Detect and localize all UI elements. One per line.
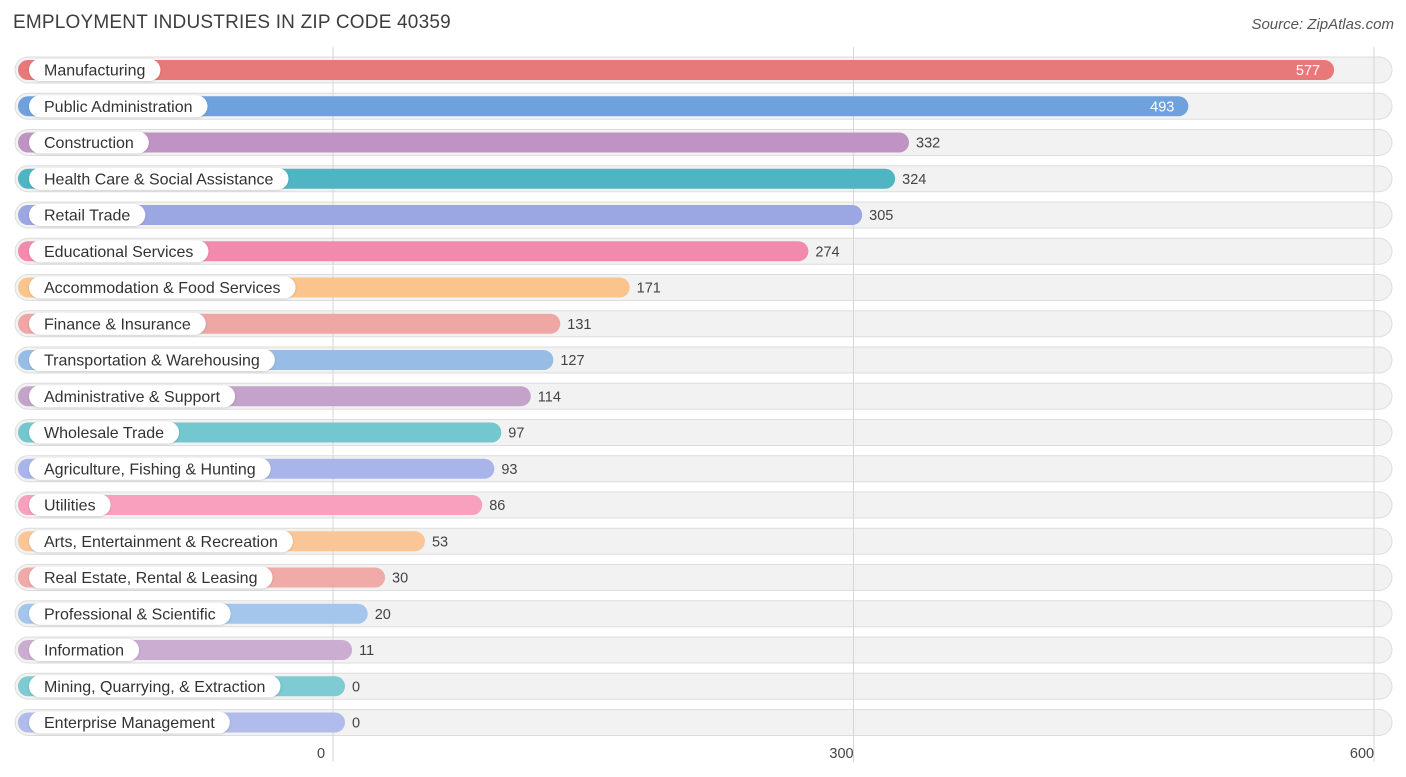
category-label: Agriculture, Fishing & Hunting (44, 461, 256, 478)
bar-track (14, 672, 1393, 700)
category-label: Real Estate, Rental & Leasing (44, 570, 257, 587)
category-label: Educational Services (44, 244, 193, 261)
category-label-bg (29, 457, 271, 480)
category-label-bg (29, 530, 293, 553)
category-label: Finance & Insurance (44, 316, 191, 333)
category-label: Utilities (44, 498, 96, 515)
value-label: 577 (1296, 63, 1320, 79)
bar (18, 241, 809, 262)
category-label-bg (29, 421, 180, 444)
chart-source: Source: ZipAtlas.com (1251, 16, 1394, 33)
category-label: Public Administration (44, 99, 193, 116)
value-label: 274 (815, 244, 839, 260)
category-label: Accommodation & Food Services (44, 280, 281, 297)
value-label: 97 (508, 426, 524, 442)
value-label: 324 (902, 172, 926, 188)
category-label-bg (29, 59, 161, 81)
category-label-bg (29, 385, 236, 408)
category-label: Wholesale Trade (44, 425, 164, 442)
tick-label: 300 (829, 746, 853, 762)
category-label: Administrative & Support (44, 389, 221, 406)
category-label-bg (29, 276, 296, 299)
category-label-bg (29, 240, 209, 263)
category-label-bg (29, 349, 275, 371)
category-label: Mining, Quarrying, & Extraction (44, 679, 265, 696)
chart-title: EMPLOYMENT INDUSTRIES IN ZIP CODE 40359 (13, 12, 451, 33)
value-label: 0 (352, 679, 360, 695)
category-label-bg (29, 566, 273, 589)
value-label: 127 (560, 353, 584, 369)
value-label: 93 (501, 462, 517, 478)
value-label: 53 (432, 534, 448, 550)
category-label: Retail Trade (44, 208, 130, 225)
category-label-bg (29, 204, 146, 226)
category-label: Enterprise Management (44, 715, 215, 732)
tick-label: 600 (1350, 746, 1374, 762)
category-label-bg (29, 131, 149, 154)
category-label: Manufacturing (44, 63, 145, 80)
category-label: Information (44, 643, 124, 660)
bar-track (14, 709, 1393, 736)
category-label-bg (29, 639, 140, 661)
value-label: 332 (916, 136, 940, 152)
bar (18, 132, 910, 153)
value-label: 305 (869, 208, 893, 224)
value-label: 131 (567, 317, 591, 333)
category-label-bg (29, 494, 111, 516)
value-label: 20 (375, 607, 391, 623)
value-label: 11 (359, 643, 374, 659)
category-label-bg (29, 711, 230, 734)
value-label: 114 (538, 389, 561, 405)
category-label: Arts, Entertainment & Recreation (44, 534, 278, 551)
value-label: 493 (1150, 99, 1174, 115)
bar (18, 205, 863, 225)
bar (18, 495, 483, 515)
category-label-bg (29, 602, 231, 625)
value-label: 86 (489, 498, 505, 514)
bar-track (14, 636, 1393, 664)
bar (18, 60, 1335, 80)
category-label-bg (29, 675, 281, 698)
category-label-bg (29, 167, 289, 190)
value-label: 171 (637, 281, 661, 297)
category-label: Construction (44, 135, 134, 152)
category-label-bg (29, 312, 206, 335)
value-label: 30 (392, 571, 408, 587)
category-label: Health Care & Social Assistance (44, 171, 274, 188)
value-label: 0 (352, 716, 360, 732)
tick-label: 0 (317, 746, 325, 762)
bar (18, 96, 1189, 117)
category-label-bg (29, 95, 208, 118)
category-label: Transportation & Warehousing (44, 353, 260, 370)
category-label: Professional & Scientific (44, 606, 216, 623)
